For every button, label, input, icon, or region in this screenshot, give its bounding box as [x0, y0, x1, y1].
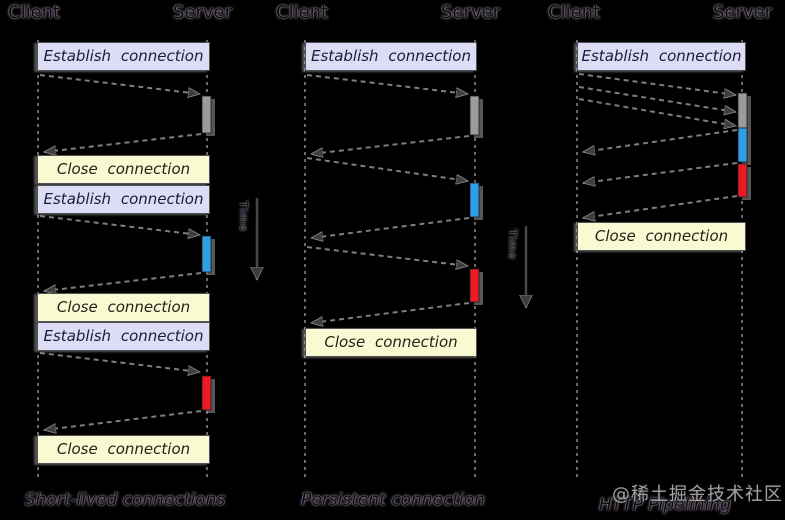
- diagram-caption: HTTP Pipelining: [599, 495, 731, 515]
- request-arrow-3: [306, 246, 468, 266]
- time-arrow-icon: [249, 198, 267, 292]
- time-arrow-icon: [518, 226, 536, 320]
- response-arrow-2: [311, 217, 470, 238]
- request-arrow-1: [306, 74, 468, 94]
- request-arrow-2: [39, 215, 200, 235]
- close-connection-box: Close connection: [37, 155, 210, 184]
- time-label: Time: [506, 229, 519, 260]
- client-label: Client: [276, 2, 329, 23]
- diagram-caption: Short-lived connections: [24, 490, 226, 510]
- close-connection-box: Close connection: [577, 222, 746, 251]
- activation-blue: [201, 235, 212, 273]
- response-arrow-2: [583, 162, 738, 183]
- activation-blue: [737, 127, 748, 163]
- short-lived-connections-diagram: Client Server Establish connection Close…: [0, 0, 250, 520]
- establish-connection-box: Establish connection: [37, 185, 210, 214]
- request-arrow-3: [578, 98, 736, 126]
- request-arrow-1: [578, 73, 736, 95]
- activation-red: [737, 163, 748, 198]
- sequence-svg: [37, 40, 215, 480]
- close-connection-box: Close connection: [37, 293, 210, 322]
- response-arrow-3: [44, 410, 202, 430]
- activation-red: [201, 375, 212, 411]
- request-arrow-2: [306, 157, 468, 181]
- close-connection-box: Close connection: [305, 328, 477, 357]
- request-arrow-1: [39, 74, 200, 94]
- server-label: Server: [173, 2, 233, 23]
- response-arrow-1: [311, 135, 470, 154]
- watermark: @稀土掘金技术社区: [612, 484, 783, 505]
- request-arrow-2: [578, 86, 736, 112]
- activation-gray: [737, 92, 748, 129]
- diagram-caption: Persistent connection: [301, 490, 485, 510]
- establish-connection-box: Establish connection: [37, 42, 210, 71]
- activation-blue: [469, 182, 480, 218]
- client-label: Client: [8, 2, 61, 23]
- establish-connection-box: Establish connection: [577, 42, 746, 71]
- response-arrow-1: [583, 129, 738, 152]
- response-arrow-2: [44, 272, 202, 291]
- response-arrow-1: [44, 133, 202, 152]
- server-label: Server: [713, 2, 773, 23]
- server-label: Server: [441, 2, 501, 23]
- client-label: Client: [548, 2, 601, 23]
- persistent-connection-diagram: Client Server Establish connection Close…: [268, 0, 518, 520]
- response-arrow-3: [583, 195, 738, 218]
- response-arrow-3: [311, 302, 470, 323]
- activation-gray: [201, 95, 212, 134]
- activation-red: [469, 268, 480, 303]
- time-arrow: Time: [506, 224, 538, 320]
- establish-connection-box: Establish connection: [305, 42, 477, 71]
- request-arrow-3: [39, 352, 200, 372]
- http-pipelining-diagram: Client Server Establish connection Close…: [540, 0, 785, 520]
- time-label: Time: [237, 201, 250, 232]
- time-arrow: Time: [237, 196, 269, 292]
- establish-connection-box: Establish connection: [37, 322, 210, 351]
- sequence-svg: [576, 40, 751, 477]
- close-connection-box: Close connection: [37, 435, 210, 464]
- activation-gray: [469, 95, 480, 136]
- sequence-svg: [304, 40, 483, 480]
